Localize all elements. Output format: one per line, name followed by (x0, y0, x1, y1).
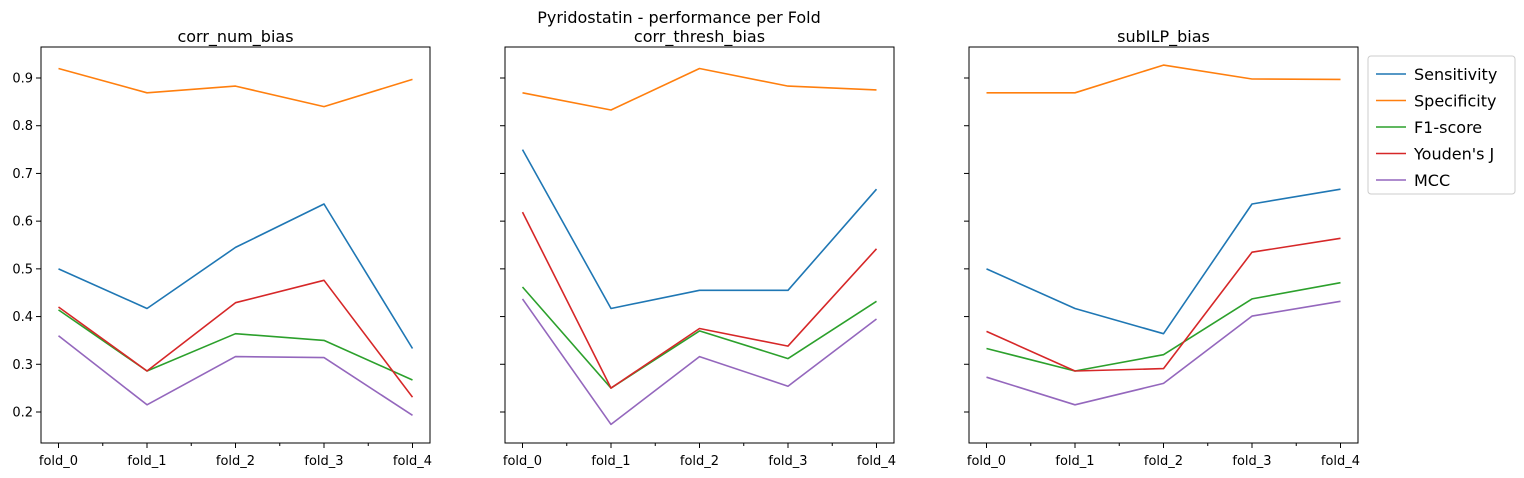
series-line-youden-s-j (58, 279, 414, 398)
x-tick-label: fold_3 (1232, 454, 1271, 469)
series-line-youden-s-j (986, 237, 1341, 372)
y-tick-label: 0.3 (12, 358, 33, 373)
plot-frame (504, 46, 895, 444)
x-tick-label: fold_0 (503, 454, 542, 469)
subplot-corr-thresh-bias: corr_thresh_bias fold_0 fold_1 fold_2 fold_3… (500, 27, 896, 469)
series-line-mcc (58, 335, 413, 416)
series-line-specificity (522, 67, 877, 111)
x-tick-label: fold_1 (591, 454, 630, 469)
x-tick-label: fold_2 (216, 454, 255, 469)
x-tick-label: fold_2 (680, 454, 719, 469)
series-line-specificity (58, 67, 413, 108)
y-tick-label: 0.7 (12, 167, 33, 182)
series-line-f1-score (986, 281, 1341, 372)
series-line-sensitivity (58, 203, 414, 349)
x-tick-label: fold_1 (1055, 454, 1094, 469)
subplot-corr-num-bias: corr_num_bias 0.2 0.3 0.4 0.5 0.6 0.7 0.8 0.9 fol… (12, 27, 432, 469)
x-tick-label: fold_1 (127, 454, 166, 469)
legend-label-mcc: MCC (1414, 171, 1450, 190)
subplot-title: corr_num_bias (177, 27, 293, 47)
x-tick-label: fold_2 (1144, 454, 1183, 469)
series-line-sensitivity (986, 188, 1341, 335)
x-tick-label: fold_3 (304, 454, 343, 469)
y-tick-label: 0.4 (12, 310, 33, 325)
legend-label-sensitivity: Sensitivity (1414, 65, 1497, 84)
legend-label-specificity: Specificity (1414, 92, 1496, 111)
x-tick-label: fold_4 (1321, 454, 1360, 469)
figure-title: Pyridostatin - performance per Fold (537, 8, 821, 27)
plot-frame (40, 46, 431, 444)
x-tick-label: fold_0 (39, 454, 78, 469)
subplot-title: corr_thresh_bias (634, 27, 765, 47)
x-tick-label: fold_3 (768, 454, 807, 469)
y-tick-label: 0.6 (12, 215, 33, 230)
subplots: corr_num_bias 0.2 0.3 0.4 0.5 0.6 0.7 0.8 0.9 fol… (12, 27, 1360, 469)
y-tick-label: 0.8 (12, 119, 33, 134)
subplot-subilp-bias: subILP_bias fold_0 fold_1 fold_2 fold_3 fold_… (964, 27, 1360, 469)
legend-frame (1367, 55, 1516, 195)
y-tick-label: 0.2 (12, 405, 33, 420)
series-line-youden-s-j (521, 211, 878, 389)
x-tick-label: fold_0 (967, 454, 1006, 469)
y-tick-label: 0.9 (12, 72, 33, 87)
legend: Sensitivity Specificity F1-score Youden's J… (1367, 55, 1516, 195)
y-tick-label: 0.5 (12, 262, 33, 277)
series-line-sensitivity (521, 149, 878, 310)
subplot-title: subILP_bias (1117, 27, 1210, 47)
x-tick-label: fold_4 (857, 454, 896, 469)
series-line-mcc (986, 300, 1341, 406)
series-line-mcc (521, 298, 877, 426)
series-line-specificity (986, 64, 1341, 94)
legend-label-youden-s-j: Youden's J (1413, 145, 1494, 164)
x-tick-label: fold_4 (393, 454, 432, 469)
legend-label-f1-score: F1-score (1414, 118, 1482, 137)
series-line-f1-score (521, 286, 877, 389)
